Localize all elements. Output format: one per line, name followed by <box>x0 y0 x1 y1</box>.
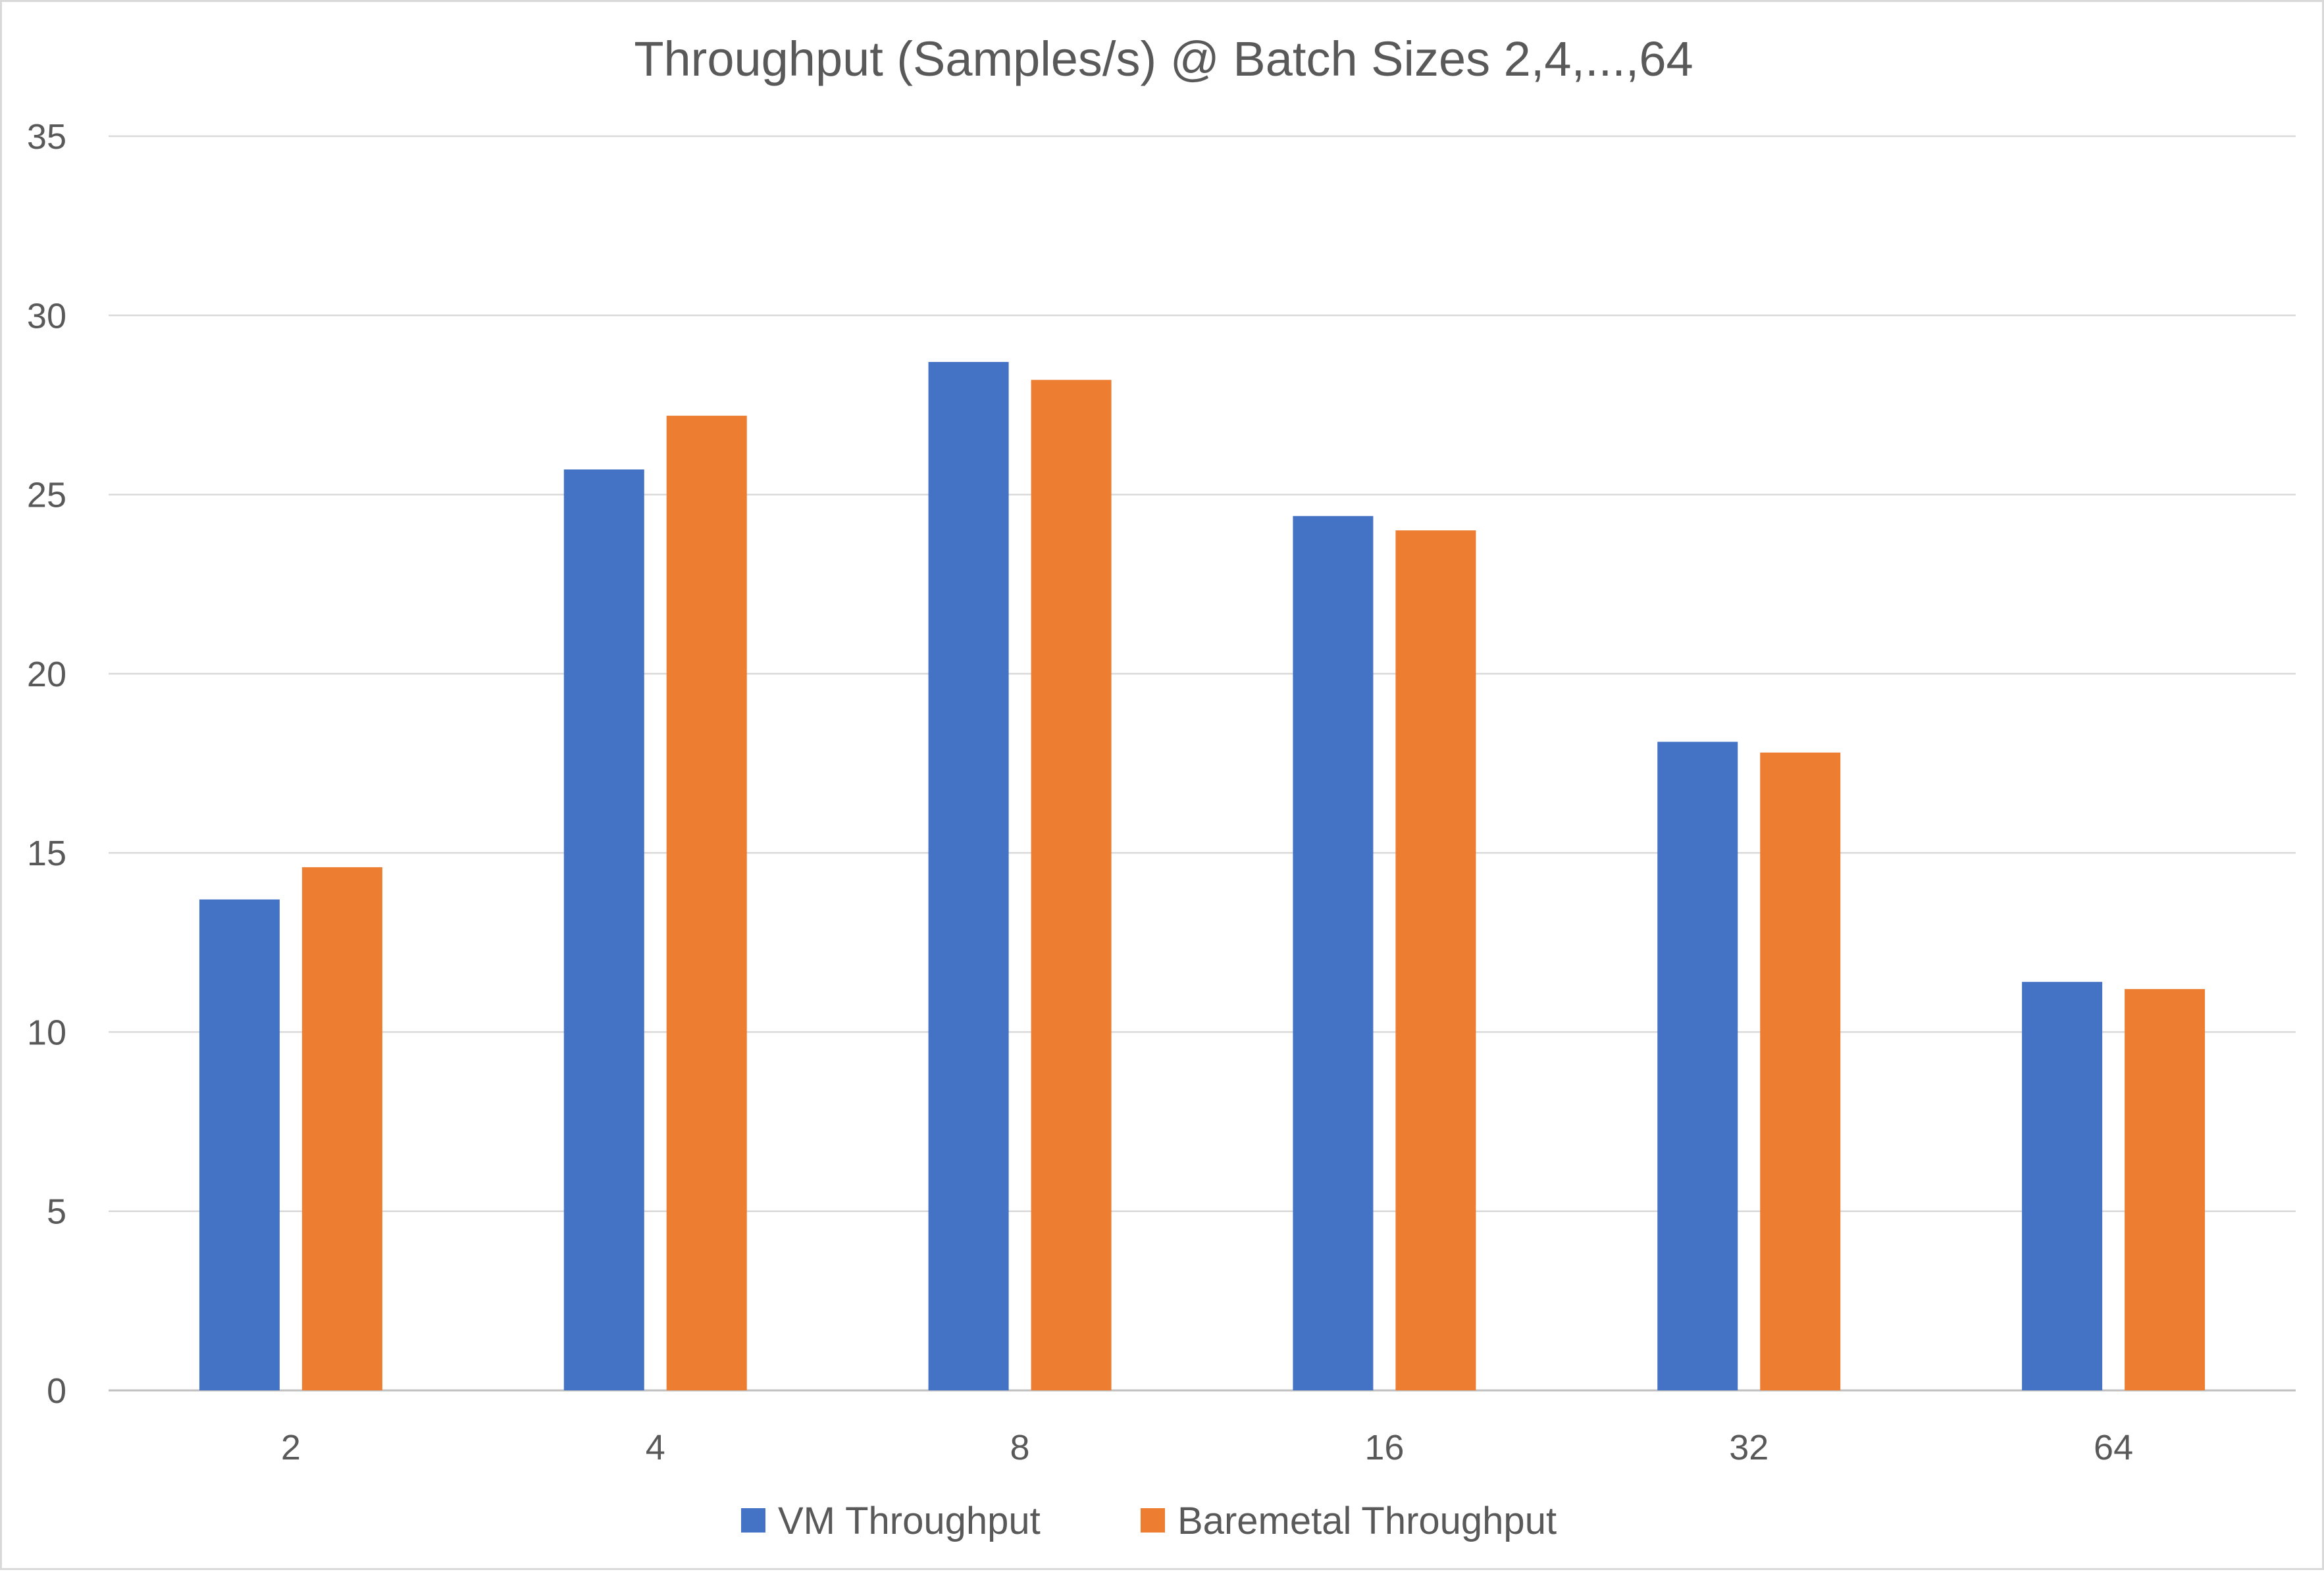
bar-vm-2 <box>199 899 280 1390</box>
gridlines <box>109 135 2296 1392</box>
legend: VM Throughput Baremetal Throughput <box>741 1500 1557 1542</box>
x-tick-label: 16 <box>1364 1428 1404 1467</box>
y-tick-label: 25 <box>27 476 66 515</box>
y-tick-label: 0 <box>47 1371 66 1411</box>
bar-baremetal-8 <box>1031 380 1112 1390</box>
bar-vm-64 <box>2022 982 2103 1390</box>
bar-baremetal-32 <box>1760 752 1841 1390</box>
y-tick-label: 35 <box>27 117 66 157</box>
bar-vm-8 <box>928 362 1009 1390</box>
y-tick-label: 15 <box>27 834 66 873</box>
y-axis-tick-labels: 0 5 10 15 20 25 30 35 <box>27 117 66 1411</box>
y-tick-label: 30 <box>27 296 66 336</box>
y-tick-label: 5 <box>47 1192 66 1232</box>
y-tick-label: 10 <box>27 1013 66 1052</box>
x-axis-tick-labels: 2 4 8 16 32 64 <box>281 1428 2133 1467</box>
x-tick-label: 2 <box>281 1428 301 1467</box>
x-tick-label: 8 <box>1010 1428 1030 1467</box>
legend-label-vm: VM Throughput <box>778 1500 1041 1542</box>
bars <box>199 362 2206 1391</box>
legend-swatch-baremetal <box>1141 1508 1165 1533</box>
bar-baremetal-64 <box>2125 989 2206 1390</box>
bar-baremetal-2 <box>301 867 382 1390</box>
bar-baremetal-4 <box>666 415 747 1391</box>
legend-swatch-vm <box>741 1508 765 1533</box>
bar-vm-16 <box>1293 516 1374 1390</box>
bar-baremetal-16 <box>1395 530 1476 1390</box>
bar-vm-4 <box>563 469 644 1390</box>
x-tick-label: 32 <box>1729 1428 1769 1467</box>
y-tick-label: 20 <box>27 655 66 694</box>
legend-label-baremetal: Baremetal Throughput <box>1177 1500 1557 1542</box>
chart-title: Throughput (Samples/s) @ Batch Sizes 2,4… <box>634 32 1693 86</box>
bar-vm-32 <box>1657 742 1738 1390</box>
x-tick-label: 64 <box>2094 1428 2133 1467</box>
x-tick-label: 4 <box>646 1428 665 1467</box>
